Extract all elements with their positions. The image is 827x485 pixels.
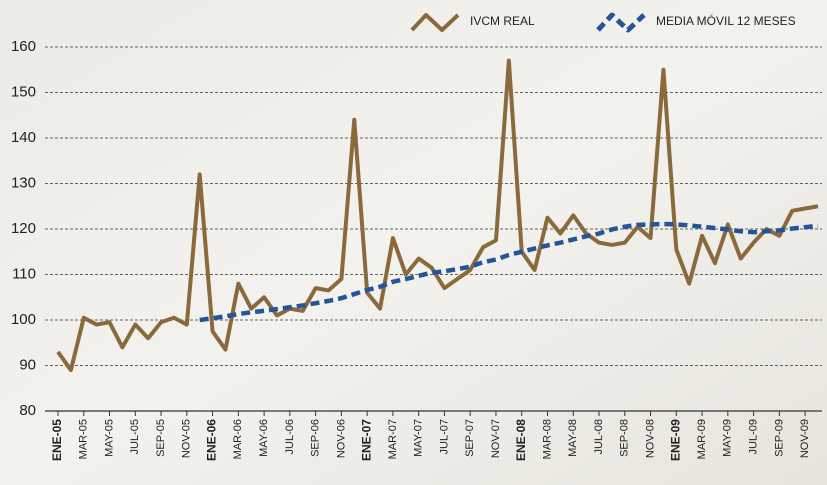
x-tick-label: JUL-09 <box>747 419 759 454</box>
y-tick-label: 110 <box>12 265 36 282</box>
y-tick-label: 80 <box>19 402 36 419</box>
x-tick-label: MAR-06 <box>232 419 244 459</box>
x-tick-label: JUL-07 <box>438 419 450 454</box>
x-tick-label: JUL-06 <box>284 419 296 454</box>
y-tick-label: 120 <box>11 220 36 237</box>
x-tick-label: SEP-07 <box>464 419 476 457</box>
x-tick-label: NOV-07 <box>490 419 502 458</box>
y-tick-label: 100 <box>11 311 36 328</box>
background <box>0 0 827 485</box>
y-tick-label: 160 <box>11 38 36 55</box>
x-tick-label: ENE-07 <box>359 419 373 461</box>
x-tick-label: SEP-05 <box>155 419 167 457</box>
x-tick-label: MAR-08 <box>541 419 553 459</box>
x-tick-label: ENE-08 <box>514 419 528 461</box>
x-tick-label: JUL-05 <box>129 419 141 454</box>
x-tick-label: SEP-06 <box>310 419 322 457</box>
x-tick-label: MAR-09 <box>696 419 708 459</box>
chart: 80 90 100 110 120 130 140 150 160 ENE-05 MAR-05 MAY… <box>0 0 827 485</box>
x-tick-label: NOV-09 <box>799 419 811 458</box>
x-tick-label: MAY-06 <box>258 419 270 457</box>
x-tick-label: NOV-08 <box>644 419 656 458</box>
y-tick-label: 140 <box>11 129 36 146</box>
x-tick-label: MAR-07 <box>387 419 399 459</box>
x-tick-label: JUL-08 <box>593 419 605 454</box>
x-tick-label: SEP-08 <box>619 419 631 457</box>
x-tick-label: MAR-05 <box>78 419 90 459</box>
x-tick-label: SEP-09 <box>773 419 785 457</box>
x-tick-label: ENE-06 <box>205 419 219 461</box>
x-tick-label: MAY-09 <box>722 419 734 457</box>
x-tick-label: MAY-07 <box>413 419 425 457</box>
x-tick-label: ENE-05 <box>50 419 64 461</box>
x-tick-label: NOV-05 <box>181 419 193 458</box>
y-tick-label: 150 <box>11 83 36 100</box>
legend-label: MEDIA MÓVIL 12 MESES <box>656 13 796 28</box>
x-tick-label: NOV-06 <box>335 419 347 458</box>
x-tick-label: MAY-08 <box>567 419 579 457</box>
legend-label: IVCM REAL <box>470 14 535 28</box>
y-tick-label: 130 <box>11 174 36 191</box>
x-tick-label: ENE-09 <box>668 419 682 461</box>
y-tick-label: 90 <box>19 356 36 373</box>
x-tick-label: MAY-05 <box>103 419 115 457</box>
